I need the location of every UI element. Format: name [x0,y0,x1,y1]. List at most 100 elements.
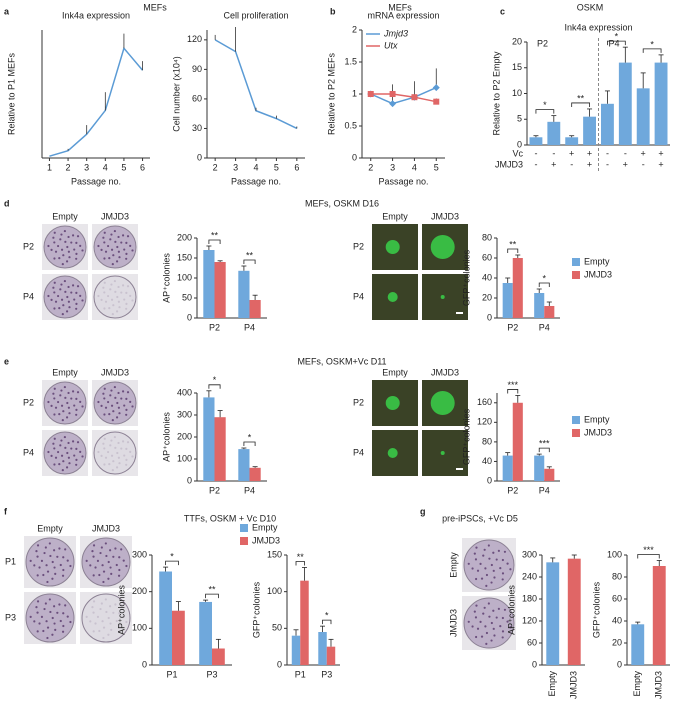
colony-dot [109,444,112,447]
colony-dot [81,299,84,302]
colony-dot [75,397,78,401]
y-axis-label: Relative to P2 Empty [491,51,501,136]
colony-dot [487,602,490,605]
bar [238,449,250,481]
x-tick-label: Empty [632,671,642,697]
colony-dot [70,447,73,450]
y-tick-label: 180 [522,593,537,603]
colony-dot [493,634,496,637]
row-value: - [570,159,573,169]
panel-letter: f [4,506,8,516]
marker [411,94,418,101]
colony-dot [482,612,485,615]
x-tick-label: P4 [539,485,550,495]
colony-dot [71,234,75,237]
colony-dot [76,235,80,238]
colony-dot [115,619,118,623]
colony-dot [115,563,118,567]
colony-dot [479,562,482,565]
colony-dot [106,400,110,404]
y-axis-label: GFP⁺colonies [461,249,471,306]
colony-dot [75,463,78,466]
colony-dot [53,291,56,294]
colony-dot [60,248,64,251]
x-tick-label: JMJD3 [654,671,664,699]
y-tick-label: 100 [132,623,147,633]
x-tick-label: 2 [66,162,71,172]
culture-dish [81,537,131,587]
image-row-label: P4 [353,291,364,301]
image-row-label: P2 [23,241,34,251]
bar [544,306,555,318]
colony-dot [42,573,45,577]
significance-label: * [248,432,252,442]
colony-dot [501,558,504,562]
row-value: + [587,159,592,169]
colony-dot [112,611,115,614]
image-column-label: JMJD3 [431,211,459,221]
chart-title: Cell proliferation [223,10,288,20]
y-axis-label: Relative to P2 MEFs [326,52,336,135]
colony-dot [58,257,61,260]
colony-dot [114,396,117,399]
culture-dish [463,539,515,591]
colony-dot [102,580,105,584]
colony-dot [509,626,512,629]
colony-dot [105,610,108,614]
bar [291,635,301,665]
y-tick-label: 0.5 [344,120,357,130]
colony-dot [117,630,121,633]
colony-dot [54,300,58,303]
y-tick-label: 5 [517,114,522,124]
colony-dot [125,241,128,245]
colony-dot [66,295,69,299]
image-column-label: JMJD3 [101,211,129,221]
significance-bracket [571,102,590,107]
image-column-label: JMJD3 [101,367,129,377]
y-tick-label: 0 [532,659,537,669]
colony-dot [43,607,46,611]
colony-dot [36,611,39,614]
colony-dot [68,462,71,465]
colony-dot [474,616,478,619]
colony-dot [85,615,88,618]
colony-dot [76,391,80,394]
colony-dot [117,456,120,459]
y-tick-label: 1.5 [344,56,357,66]
colony-dot [125,252,128,255]
marker [389,91,396,97]
colony-dot [103,281,106,284]
colony-dot [484,567,487,570]
colony-dot [475,577,478,581]
group-label: P2 [537,38,548,48]
colony-dot [499,625,502,628]
x-tick-label: 6 [294,162,299,172]
colony-dot [81,405,84,408]
colony-dot [68,412,71,415]
panel-letter: a [4,6,10,16]
legend-swatch [572,258,580,266]
marker [433,98,440,105]
significance-bracket [642,48,662,53]
colony-dot [125,257,128,260]
colony-dot [501,636,504,639]
colony-dot [129,400,132,403]
colony-dot [117,300,120,303]
y-tick-label: 0 [142,659,147,669]
colony-dot [53,231,56,234]
x-tick-label: P2 [209,322,220,332]
colony-dot [56,244,60,248]
colony-dot [118,612,121,615]
y-tick-label: 0 [487,475,492,485]
significance-label: ** [509,239,517,249]
bar [654,62,668,145]
x-tick-label: 1 [47,162,52,172]
colony-dot [114,290,117,293]
colony-dot [118,256,121,259]
colony-dot [123,298,126,301]
colony-dot [474,558,478,561]
colony-dot [53,463,56,466]
colony-dot [59,288,62,291]
significance-bracket [607,40,626,46]
colony-dot [103,257,106,260]
